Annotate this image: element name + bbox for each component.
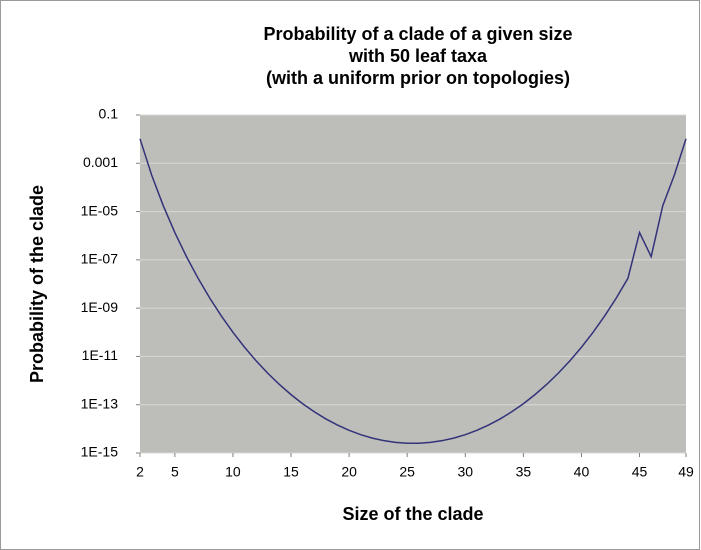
x-tick-label: 30	[457, 464, 473, 480]
chart-title: with 50 leaf taxa	[348, 46, 488, 66]
x-tick-label: 45	[632, 464, 648, 480]
x-tick-label: 10	[225, 464, 241, 480]
y-tick-label: 1E-09	[81, 299, 119, 315]
y-tick-label: 1E-05	[81, 202, 119, 218]
x-tick-label: 49	[678, 464, 694, 480]
x-axis-label: Size of the clade	[342, 504, 483, 524]
y-tick-label: 1E-07	[81, 251, 119, 267]
x-tick-label: 25	[399, 464, 415, 480]
x-tick-label: 35	[516, 464, 532, 480]
y-axis-label: Probability of the clade	[27, 185, 47, 383]
y-tick-label: 1E-11	[82, 347, 119, 363]
x-tick-label: 15	[283, 464, 299, 480]
y-tick-label: 1E-15	[81, 444, 119, 460]
x-tick-label: 40	[574, 464, 590, 480]
x-tick-label: 20	[341, 464, 357, 480]
y-tick-label: 0.001	[83, 154, 118, 170]
plot-area	[140, 115, 686, 453]
x-tick-label: 5	[171, 464, 179, 480]
y-tick-label: 1E-13	[81, 395, 119, 411]
x-tick-label: 2	[136, 464, 144, 480]
chart-title: Probability of a clade of a given size	[263, 24, 572, 44]
chart-title: (with a uniform prior on topologies)	[266, 68, 570, 88]
data-line	[139, 138, 687, 445]
y-tick-label: 0.1	[99, 106, 119, 122]
